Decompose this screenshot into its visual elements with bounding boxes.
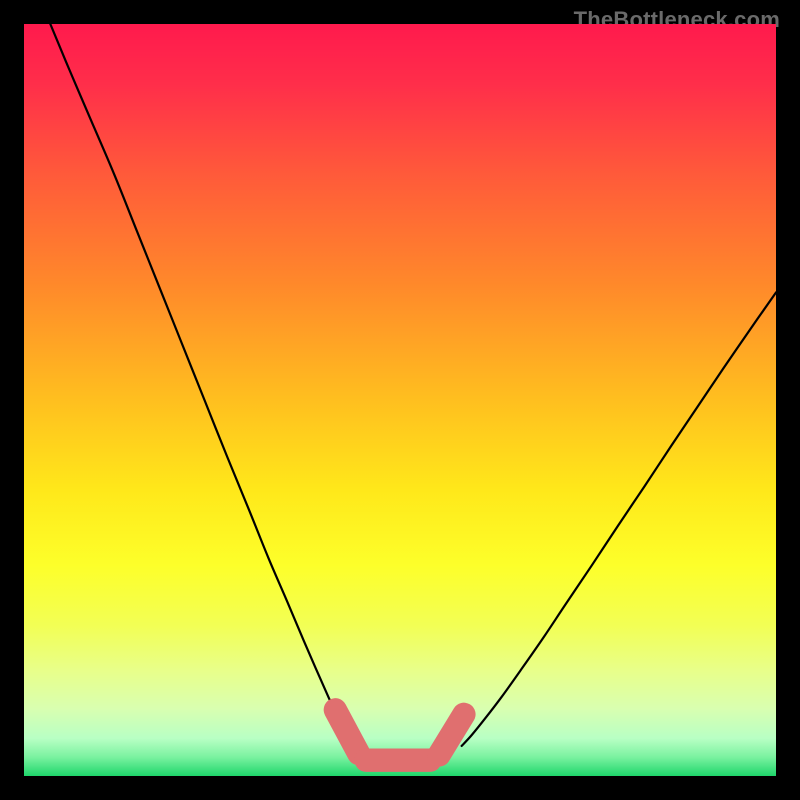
- canvas-root: TheBottleneck.com: [0, 0, 800, 800]
- bottleneck-chart: [24, 24, 776, 776]
- gradient-background: [24, 24, 776, 776]
